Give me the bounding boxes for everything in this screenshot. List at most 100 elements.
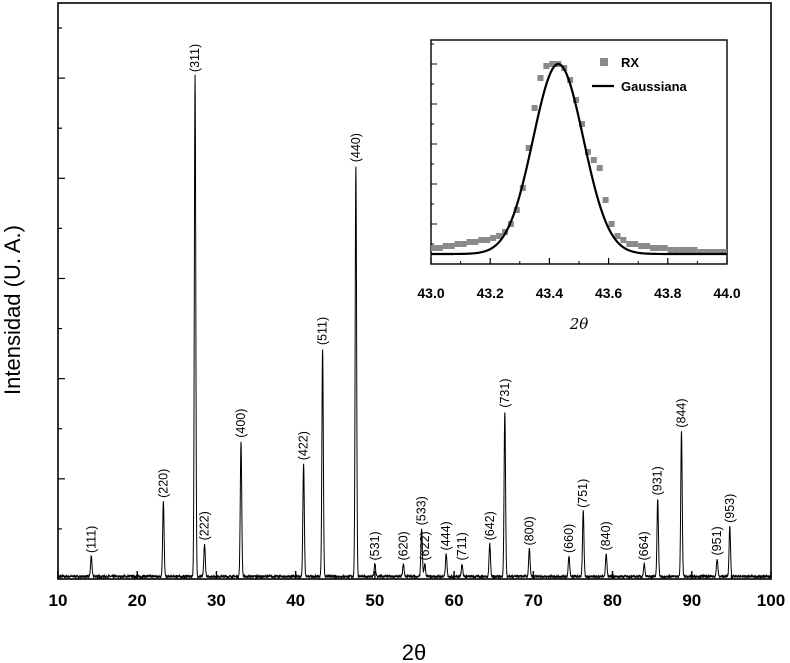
inset-x-tick-label: 43.6 bbox=[595, 285, 622, 301]
rx-data-point bbox=[685, 247, 692, 253]
peak-label: (731) bbox=[498, 379, 512, 408]
inset-plot-frame bbox=[430, 39, 728, 265]
rx-data-point bbox=[709, 249, 716, 255]
peak-label: (844) bbox=[675, 399, 689, 428]
rx-data-point bbox=[478, 237, 485, 243]
rx-data-point bbox=[460, 241, 467, 247]
inset-x-tick-label: 43.2 bbox=[477, 285, 504, 301]
main-x-tick-label: 80 bbox=[603, 591, 622, 610]
peak-label: (800) bbox=[522, 516, 536, 545]
rx-data-point bbox=[579, 121, 585, 127]
rx-data-point bbox=[590, 157, 597, 163]
main-x-tick-label: 30 bbox=[207, 591, 226, 610]
peak-label: (311) bbox=[188, 44, 202, 72]
rx-data-point bbox=[537, 75, 544, 81]
peak-label: (400) bbox=[234, 409, 248, 438]
rx-data-point bbox=[715, 249, 722, 255]
rx-data-point bbox=[703, 249, 710, 255]
peak-label: (660) bbox=[562, 524, 576, 553]
rx-data-point bbox=[442, 243, 449, 249]
main-x-tick-label: 50 bbox=[365, 591, 384, 610]
inset-x-tick-label: 44.0 bbox=[713, 285, 740, 301]
peak-label: (642) bbox=[483, 511, 497, 540]
peak-label: (533) bbox=[415, 496, 429, 525]
peak-label: (440) bbox=[349, 133, 363, 162]
peak-label: (511) bbox=[316, 317, 330, 345]
main-x-tick-labels: 10 20 30 40 50 60 70 80 90 100 bbox=[49, 591, 786, 610]
peak-label: (664) bbox=[637, 531, 651, 560]
rx-data-point bbox=[697, 249, 704, 255]
rx-data-point bbox=[679, 247, 686, 253]
peak-label: (620) bbox=[396, 531, 410, 560]
legend-rx-label: RX bbox=[621, 55, 639, 70]
rx-data-point bbox=[454, 241, 461, 247]
inset-x-tick-label: 43.8 bbox=[654, 285, 681, 301]
inset-x-axis-title: 2θ bbox=[569, 315, 589, 333]
legend-gaussiana-label: Gaussiana bbox=[621, 79, 688, 94]
rx-data-point bbox=[431, 245, 437, 251]
main-x-tick-label: 70 bbox=[524, 591, 543, 610]
rx-data-point bbox=[525, 145, 532, 151]
peak-label: (220) bbox=[156, 469, 170, 498]
inset-x-tick-label: 43.0 bbox=[417, 285, 444, 301]
peak-label: (531) bbox=[368, 531, 382, 560]
rx-data-point bbox=[436, 245, 443, 251]
rx-data-point bbox=[673, 247, 680, 253]
inset-x-tick-labels: 43.0 43.2 43.4 43.6 43.8 44.0 bbox=[417, 285, 740, 301]
rx-data-point bbox=[496, 233, 503, 239]
peak-label: (222) bbox=[198, 511, 212, 540]
peak-label: (711) bbox=[455, 532, 469, 560]
peak-label: (111) bbox=[84, 526, 98, 553]
rx-data-point bbox=[661, 245, 668, 251]
rx-data-point bbox=[632, 241, 639, 247]
rx-data-point bbox=[721, 249, 727, 255]
rx-data-point bbox=[626, 241, 633, 247]
rx-data-point bbox=[513, 207, 520, 213]
main-x-tick-label: 10 bbox=[49, 591, 68, 610]
inset-gaussian-curve bbox=[431, 62, 727, 256]
rx-data-point bbox=[596, 165, 603, 171]
rx-data-point bbox=[614, 233, 621, 239]
rx-data-point bbox=[638, 243, 645, 249]
main-x-tick-label: 100 bbox=[757, 591, 785, 610]
peak-label: (751) bbox=[576, 479, 590, 508]
main-xrd-trace bbox=[57, 74, 772, 580]
main-x-axis-title: 2θ bbox=[402, 640, 426, 663]
rx-data-point bbox=[602, 197, 609, 203]
rx-data-point bbox=[691, 247, 698, 253]
main-x-tick-label: 60 bbox=[445, 591, 464, 610]
peak-label: (931) bbox=[651, 466, 665, 495]
main-x-tick-label: 20 bbox=[128, 591, 147, 610]
main-x-tick-label: 40 bbox=[286, 591, 305, 610]
rx-data-point bbox=[490, 235, 497, 241]
rx-data-point bbox=[667, 247, 674, 253]
main-x-tick-label: 90 bbox=[682, 591, 701, 610]
peak-label: (622) bbox=[418, 531, 432, 560]
rx-data-point bbox=[448, 243, 455, 249]
rx-data-point bbox=[543, 63, 550, 69]
peak-label: (422) bbox=[297, 431, 311, 460]
main-y-axis-title: Intensidad (U. A.) bbox=[0, 225, 25, 395]
rx-data-point bbox=[484, 237, 491, 243]
rx-data-point bbox=[644, 243, 651, 249]
inset-axis-ticks bbox=[430, 43, 728, 264]
peak-label: (840) bbox=[599, 521, 613, 550]
rx-data-point bbox=[608, 221, 615, 227]
rx-data-point bbox=[567, 77, 574, 83]
rx-data-point bbox=[650, 245, 656, 251]
peak-labels: (111) (220) (311) (222) (400) (422) (511) (440)… bbox=[84, 44, 737, 561]
inset-x-tick-label: 43.4 bbox=[536, 285, 563, 301]
peak-label: (951) bbox=[710, 526, 724, 555]
peak-label: (444) bbox=[439, 521, 453, 550]
rx-data-point bbox=[584, 149, 591, 155]
rx-data-point bbox=[549, 61, 556, 67]
rx-data-point bbox=[573, 97, 579, 103]
rx-data-point bbox=[655, 245, 662, 251]
rx-data-point bbox=[620, 237, 627, 243]
peak-label: (953) bbox=[723, 494, 737, 523]
legend-rx-marker bbox=[600, 58, 608, 66]
rx-data-point bbox=[531, 105, 538, 111]
rx-data-point bbox=[472, 239, 479, 245]
rx-data-point bbox=[466, 239, 473, 245]
